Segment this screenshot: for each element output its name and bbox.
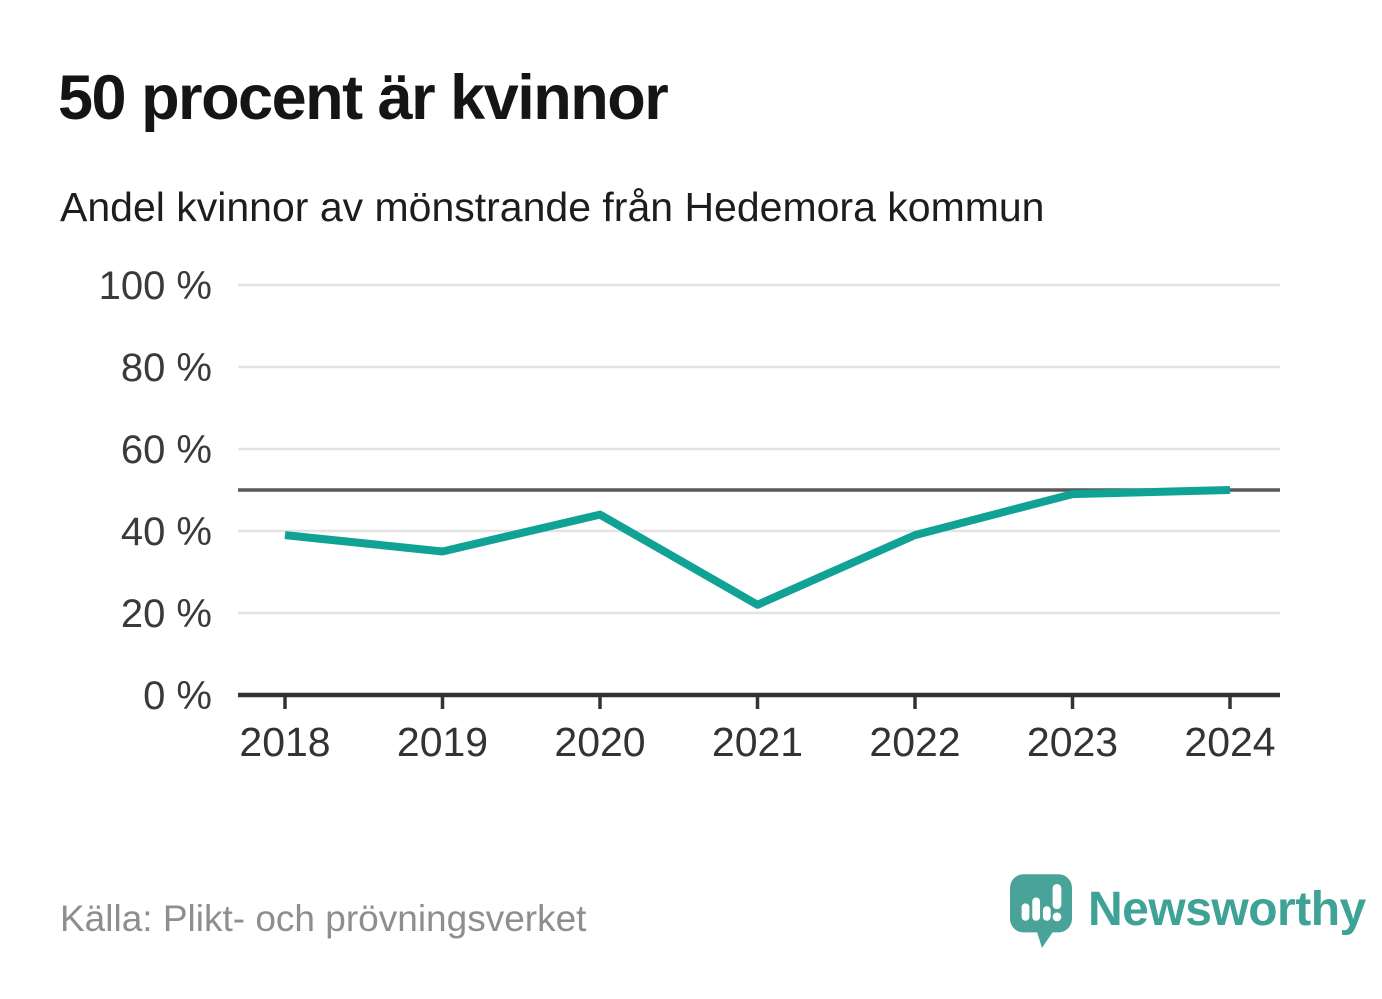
x-tick-label: 2018 [239, 719, 330, 765]
x-tick-label: 2024 [1184, 719, 1275, 765]
logo-bar-3 [1042, 906, 1051, 921]
x-tick-label: 2019 [397, 719, 488, 765]
y-tick-label: 100 % [99, 264, 212, 308]
brand-footer: Newsworthy [1010, 874, 1366, 952]
logo-bar-1 [1021, 903, 1030, 921]
logo-bar-2 [1032, 897, 1041, 921]
logo-bubble [1010, 874, 1072, 948]
data-line [284, 486, 1231, 609]
brand-name: Newsworthy [1088, 882, 1366, 936]
page-title: 50 procent är kvinnor [58, 63, 669, 133]
x-tick-label: 2020 [554, 719, 645, 765]
newsworthy-logo-icon [1010, 874, 1072, 948]
x-tick-label: 2023 [1027, 719, 1118, 765]
y-tick-label: 60 % [121, 428, 212, 472]
logo-exclamation-bar [1052, 883, 1062, 910]
line-chart: 0 % 20 % 40 % 60 % 80 % 100 % 2018 2019 2020 2021… [99, 264, 1280, 765]
y-tick-label: 20 % [121, 592, 212, 636]
x-tick-label: 2021 [712, 719, 803, 765]
y-tick-label: 80 % [121, 346, 212, 390]
x-tick-label: 2022 [869, 719, 960, 765]
source-note: Källa: Plikt- och prövningsverket [60, 898, 587, 939]
y-tick-label: 40 % [121, 510, 212, 554]
logo-exclamation-dot [1052, 912, 1062, 922]
chart-subtitle: Andel kvinnor av mönstrande från Hedemor… [60, 184, 1045, 230]
y-tick-label: 0 % [143, 674, 212, 718]
